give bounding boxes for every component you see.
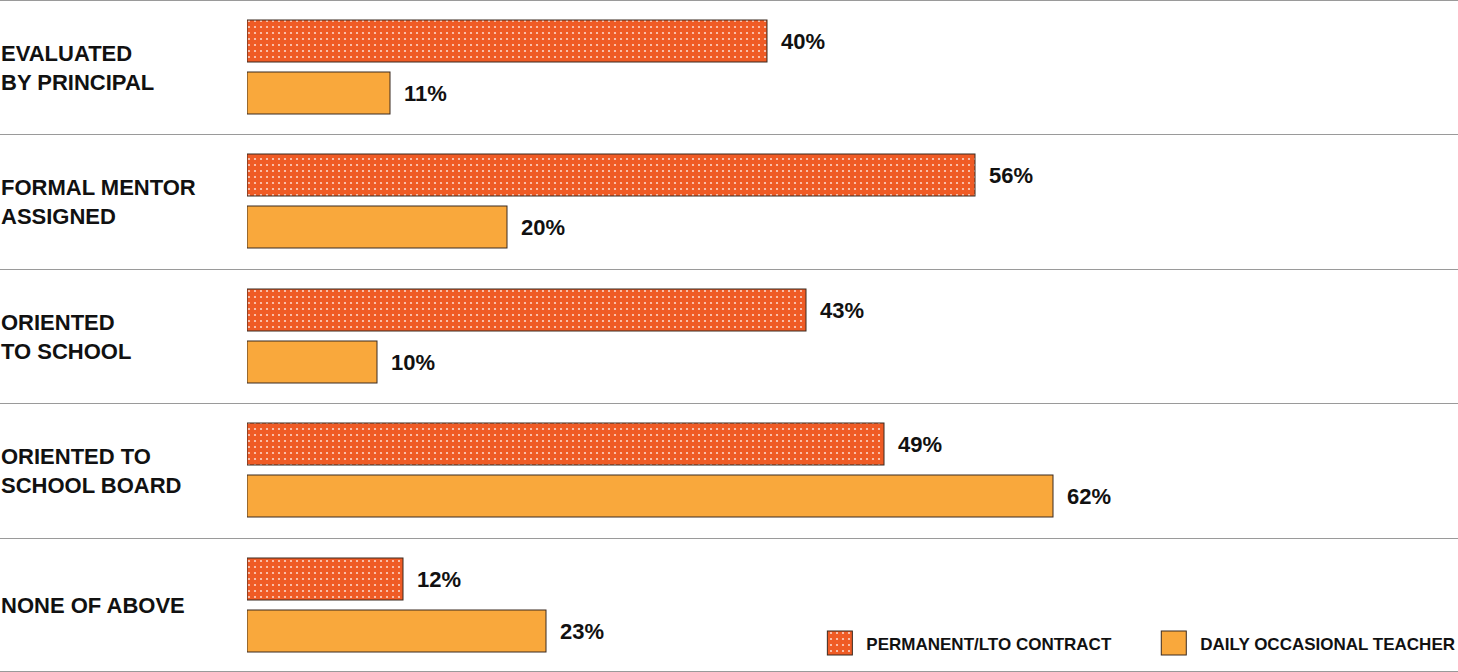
bar (247, 558, 403, 600)
category-label: ORIENTEDTO SCHOOL (1, 310, 131, 364)
data-label: 12% (417, 567, 461, 592)
category-label: FORMAL MENTORASSIGNED (1, 175, 196, 229)
row-separator (0, 0, 1458, 1)
bar (247, 341, 377, 383)
legend: PERMANENT/LTO CONTRACT DAILY OCCASIONAL T… (827, 631, 1455, 655)
chart: EVALUATEDBY PRINCIPAL FORMAL MENTORASSIGN… (0, 0, 1458, 672)
data-label: 40% (781, 29, 825, 54)
bar (247, 289, 806, 331)
bar (247, 423, 884, 465)
data-label: 10% (391, 350, 435, 375)
row-separator (0, 403, 1458, 404)
bar (247, 72, 390, 114)
bars (247, 20, 1053, 652)
bar (247, 610, 546, 652)
bar (247, 475, 1053, 517)
data-label: 20% (521, 215, 565, 240)
category-label: ORIENTED TOSCHOOL BOARD (1, 444, 182, 498)
data-label: 11% (404, 81, 447, 106)
data-label: 49% (898, 432, 942, 457)
legend-swatch (1161, 631, 1186, 655)
category-label: NONE OF ABOVE (1, 593, 185, 618)
row-separator (0, 671, 1458, 672)
bar (247, 20, 767, 62)
row-separator (0, 134, 1458, 135)
data-label: 56% (989, 163, 1033, 188)
category-label: EVALUATEDBY PRINCIPAL (1, 41, 154, 95)
data-label: 23% (560, 619, 604, 644)
bar (247, 154, 975, 196)
data-label: 62% (1067, 484, 1111, 509)
legend-label: DAILY OCCASIONAL TEACHER (1200, 635, 1455, 654)
bar (247, 206, 507, 248)
row-separator (0, 269, 1458, 270)
data-label: 43% (820, 298, 864, 323)
data-labels: 40% 56% 43% 49% 12% 11% 20% 10% 62% 23% (391, 29, 1111, 644)
legend-label: PERMANENT/LTO CONTRACT (866, 635, 1112, 654)
row-separator (0, 538, 1458, 539)
legend-swatch (827, 631, 852, 655)
